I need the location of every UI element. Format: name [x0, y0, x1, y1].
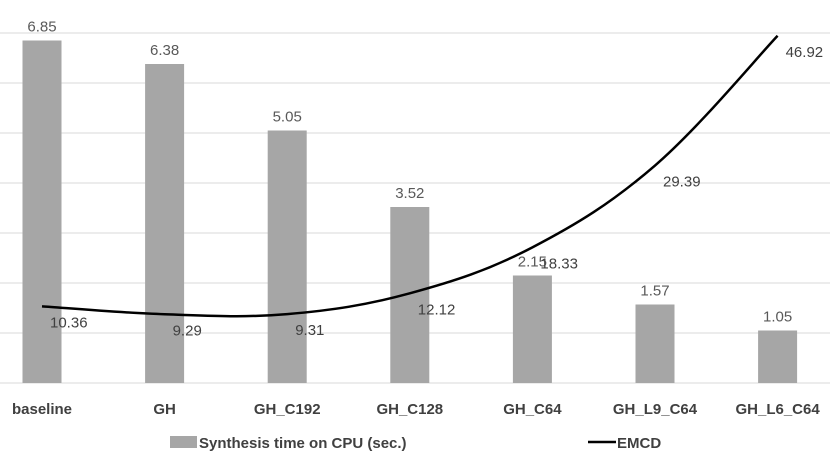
legend: Synthesis time on CPU (sec.) EMCD [170, 435, 661, 452]
category-label-GH_L9_C64: GH_L9_C64 [613, 401, 698, 418]
bar-label-GH_C192: 5.05 [273, 109, 302, 126]
bar-label-GH_L6_C64: 1.05 [763, 309, 792, 326]
bar-GH_C192 [267, 130, 307, 383]
category-label-GH_C192: GH_C192 [254, 401, 321, 418]
category-label-GH_C64: GH_C64 [503, 401, 562, 418]
bar-GH_L6_C64 [758, 330, 798, 383]
bar-label-GH_L9_C64: 1.57 [640, 283, 669, 300]
line-data-labels: 10.36 9.29 9.31 12.12 18.33 29.39 46.92 [50, 44, 823, 339]
emcd-label-GH_L9_C64: 29.39 [663, 174, 701, 191]
bar-label-GH: 6.38 [150, 42, 179, 59]
bar-GH_C128 [390, 207, 430, 383]
category-label-GH_C128: GH_C128 [376, 401, 443, 418]
category-label-baseline: baseline [12, 401, 72, 418]
category-axis: baseline GH GH_C192 GH_C128 GH_C64 GH_L9_C64 G… [12, 401, 820, 418]
legend-line-label: EMCD [617, 435, 661, 452]
bar-label-GH_C128: 3.52 [395, 185, 424, 202]
emcd-label-GH_C128: 12.12 [418, 301, 456, 318]
bar-series [22, 40, 798, 383]
category-label-GH_L6_C64: GH_L6_C64 [735, 401, 820, 418]
emcd-line [41, 34, 779, 318]
bar-baseline [22, 40, 62, 383]
line-series [41, 34, 779, 318]
bar-label-GH_C64: 2.15 [518, 254, 547, 271]
bar-GH_L9_C64 [635, 304, 675, 383]
bar-GH_C64 [512, 275, 552, 383]
emcd-label-baseline: 10.36 [50, 314, 88, 331]
bar-label-baseline: 6.85 [27, 19, 56, 36]
emcd-label-GH_C64: 18.33 [540, 255, 578, 272]
category-label-GH: GH [153, 401, 176, 418]
bar-data-labels: 6.85 6.38 5.05 3.52 2.15 1.57 1.05 [27, 19, 792, 326]
legend-bar-label: Synthesis time on CPU (sec.) [199, 435, 407, 452]
emcd-label-GH_C192: 9.31 [295, 322, 324, 339]
legend-bar-swatch [170, 436, 197, 448]
emcd-label-GH: 9.29 [173, 322, 202, 339]
emcd-label-GH_L6_C64: 46.92 [786, 44, 824, 61]
bar-GH [145, 64, 185, 383]
